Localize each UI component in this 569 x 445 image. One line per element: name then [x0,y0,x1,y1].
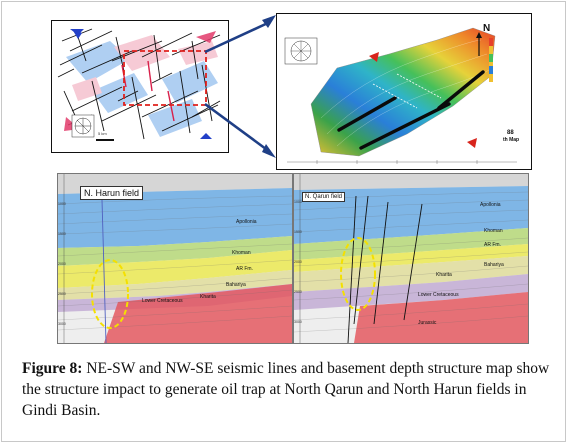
right-depth-tick-3: 2000 [294,260,302,264]
right-formation-2: Khoman [484,228,503,234]
left-depth-tick-2: 1500 [58,232,66,236]
left-formation-2: Khoman [232,250,251,256]
left-formation-3: AR Fm. [236,266,253,272]
fault-map-panel: 5 km [51,20,229,153]
depth-map-label-line1: 88 [507,130,514,136]
seismic-section-north-qarun-graphic [294,174,528,343]
right-formation-6: Lower Cretaceous [418,292,459,298]
north-qarun-field-label: N. Qarun field [302,192,346,202]
figure-caption: Figure 8: NE-SW and NW-SE seismic lines … [22,358,552,421]
right-formation-3: AR Fm. [484,242,501,248]
right-depth-tick-5: 3000 [294,320,302,324]
left-depth-tick-3: 2000 [58,262,66,266]
left-depth-tick-1: 1000 [58,202,66,206]
right-depth-tick-2: 1500 [294,230,302,234]
right-depth-tick-4: 2500 [294,290,302,294]
fault-map-graphic [52,21,228,152]
seismic-section-north-qarun: N. Qarun field Apollonia Khoman AR Fm. B… [293,173,529,344]
right-formation-4: Bahariya [484,262,504,268]
depth-structure-map-panel: N 88 th Map [276,13,532,170]
caption-text: NE-SW and NW-SE seismic lines and baseme… [22,360,550,419]
depth-structure-map-graphic [277,14,530,168]
left-formation-6: Lower Cretaceous [142,298,183,304]
seismic-section-north-harun: N. Harun field Apollonia Khoman AR Fm. B… [57,173,293,344]
north-arrow-label: N [483,23,491,34]
north-harun-field-label: N. Harun field [80,186,144,200]
left-formation-5: Kharita [200,294,216,300]
seismic-section-north-harun-graphic [58,174,292,343]
fault-map-scale-label: 5 km [98,131,107,136]
right-formation-1: Apollonia [480,202,501,208]
left-depth-tick-5: 3000 [58,322,66,326]
left-formation-4: Bahariya [226,282,246,288]
depth-map-label-line2: th Map [503,137,520,143]
left-depth-tick-4: 2500 [58,292,66,296]
right-formation-5: Kharita [436,272,452,278]
right-formation-7: Jurassic [418,320,437,326]
right-depth-tick-1: 1000 [294,200,302,204]
caption-label: Figure 8: [22,360,83,377]
left-formation-1: Apollonia [236,219,257,225]
